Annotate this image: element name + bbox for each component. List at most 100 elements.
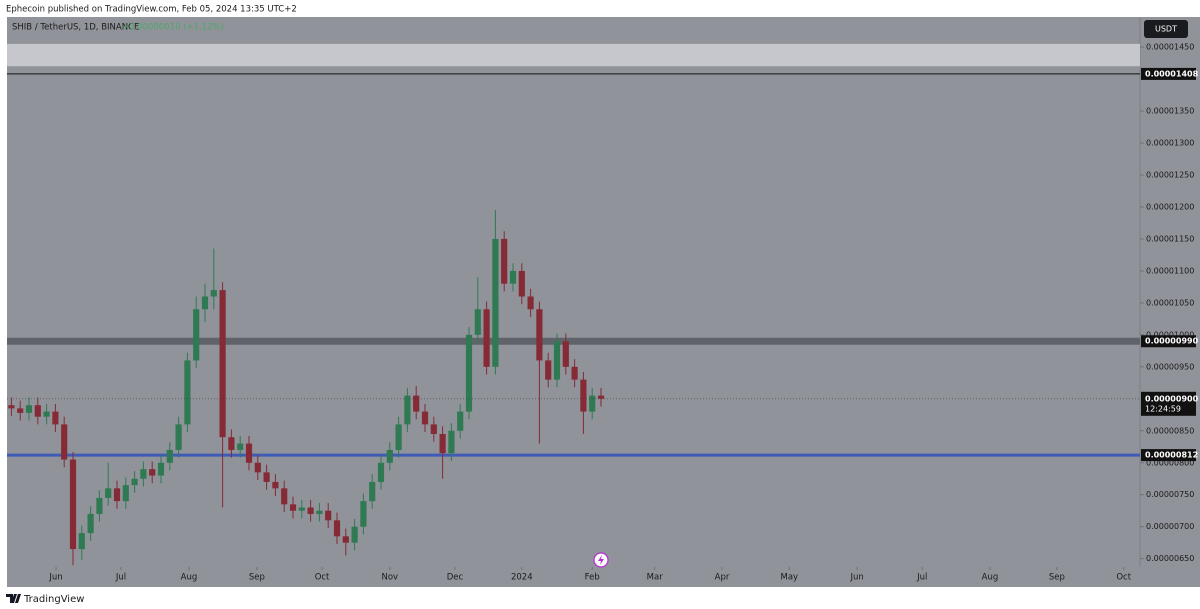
- candle-body: [78, 533, 85, 550]
- candle-body: [413, 395, 420, 412]
- x-tick-label: Apr: [715, 573, 730, 583]
- candle-body: [175, 424, 182, 450]
- candle-body: [25, 405, 33, 413]
- x-tick-label: Mar: [647, 573, 664, 583]
- candle-body: [298, 507, 305, 511]
- candle-body: [545, 360, 552, 380]
- y-tick-label: 0.00001450: [1146, 43, 1194, 52]
- candle-body: [228, 437, 235, 450]
- candle-body: [474, 309, 481, 335]
- x-tick-label: Oct: [1116, 573, 1131, 583]
- candle-body: [245, 443, 253, 463]
- candle-body: [509, 270, 517, 284]
- candle-body: [360, 501, 367, 527]
- candle-body: [193, 309, 200, 361]
- y-tick-label: 0.00000950: [1146, 362, 1194, 371]
- last-price-box: [1141, 391, 1196, 416]
- candle-body: [210, 290, 217, 297]
- price-label: 0.00000812: [1145, 451, 1198, 460]
- last-price-label: 0.00000900: [1145, 394, 1199, 403]
- candle-body: [562, 341, 569, 367]
- price-zone: [7, 43, 1140, 67]
- publish-info: Ephecoin published on TradingView.com, F…: [6, 5, 297, 15]
- candle-body: [404, 395, 411, 425]
- price-change: +0.00000010 (+1.12%): [122, 23, 224, 33]
- y-tick-label: 0.00000850: [1146, 426, 1194, 435]
- candle-body: [254, 462, 261, 473]
- candle-body: [157, 462, 165, 476]
- candle-body: [289, 504, 297, 511]
- chart-background: [7, 17, 1200, 587]
- candle-body: [34, 405, 41, 417]
- candle-body: [553, 341, 561, 380]
- y-tick-label: 0.00000750: [1146, 490, 1194, 499]
- candle-body: [8, 405, 15, 409]
- candle-body: [166, 449, 173, 463]
- x-tick-label: Jun: [849, 573, 863, 583]
- candle-body: [571, 366, 578, 380]
- footer-bar: [0, 587, 1200, 609]
- candle-body: [351, 526, 358, 543]
- candle-body: [201, 296, 209, 310]
- candle-body: [140, 469, 147, 479]
- currency-button[interactable]: [1144, 20, 1188, 38]
- candle-body: [457, 411, 464, 431]
- candle-body: [465, 334, 473, 412]
- candle-body: [483, 309, 490, 367]
- currency-label[interactable]: USDT: [1155, 25, 1177, 34]
- candle-body: [325, 510, 332, 521]
- price-label-box: [1141, 335, 1196, 348]
- candle-body: [527, 296, 534, 310]
- candle-body: [501, 238, 508, 284]
- price-label-box: [1141, 67, 1196, 80]
- x-tick-label: Sep: [1049, 573, 1065, 583]
- axes: 0.00001450 0.00001350 0.00001300 0.00001250…: [48, 43, 1198, 583]
- candle-body: [307, 507, 314, 514]
- candle-body: [430, 424, 437, 434]
- x-tick-label: Aug: [982, 573, 999, 583]
- candle-body: [219, 290, 226, 438]
- y-tick-label: 0.00000800: [1146, 458, 1194, 467]
- candle-body: [439, 433, 446, 454]
- price-label-box: [1141, 449, 1196, 462]
- plot-area: [7, 43, 1140, 566]
- x-tick-label: Aug: [181, 573, 198, 583]
- price-label: 0.00001408: [1145, 69, 1199, 78]
- event-bolt: [598, 555, 604, 565]
- candle-body: [333, 520, 341, 537]
- candle-body: [263, 472, 270, 482]
- x-tick-label: Nov: [382, 573, 399, 583]
- x-tick-label: Jul: [115, 573, 126, 583]
- candle-body: [536, 309, 543, 361]
- candle-body: [131, 478, 138, 486]
- x-tick-label: Jun: [48, 573, 62, 583]
- x-tick-label: Sep: [249, 573, 265, 583]
- x-tick-label: 2024: [511, 573, 533, 583]
- x-tick-label: May: [781, 573, 799, 583]
- candle-body: [237, 443, 244, 450]
- candle-body: [377, 462, 385, 482]
- footer-brand: TradingView: [23, 594, 84, 605]
- candle-body: [113, 488, 121, 502]
- candle-body: [17, 408, 24, 413]
- candle-body: [316, 510, 323, 514]
- candle-body: [87, 513, 94, 534]
- price-label: 0.00000990: [1145, 337, 1199, 346]
- candle-body: [149, 469, 156, 476]
- candle-body: [184, 360, 191, 425]
- candle-body: [369, 481, 376, 502]
- candle-body: [342, 536, 349, 543]
- candle-body: [518, 270, 525, 297]
- candle-body: [52, 411, 59, 425]
- x-tick-label: Jul: [916, 573, 927, 583]
- candle-body: [105, 488, 112, 498]
- symbol-legend: SHIB / TetherUS, 1D, BINANCE: [12, 23, 139, 33]
- candle-body: [281, 488, 288, 505]
- candle-body: [96, 497, 103, 514]
- y-tick-label: 0.00001200: [1146, 202, 1194, 211]
- candle-body: [421, 411, 429, 425]
- y-tick-label: 0.00001250: [1146, 170, 1194, 179]
- y-tick-label: 0.00000700: [1146, 522, 1194, 531]
